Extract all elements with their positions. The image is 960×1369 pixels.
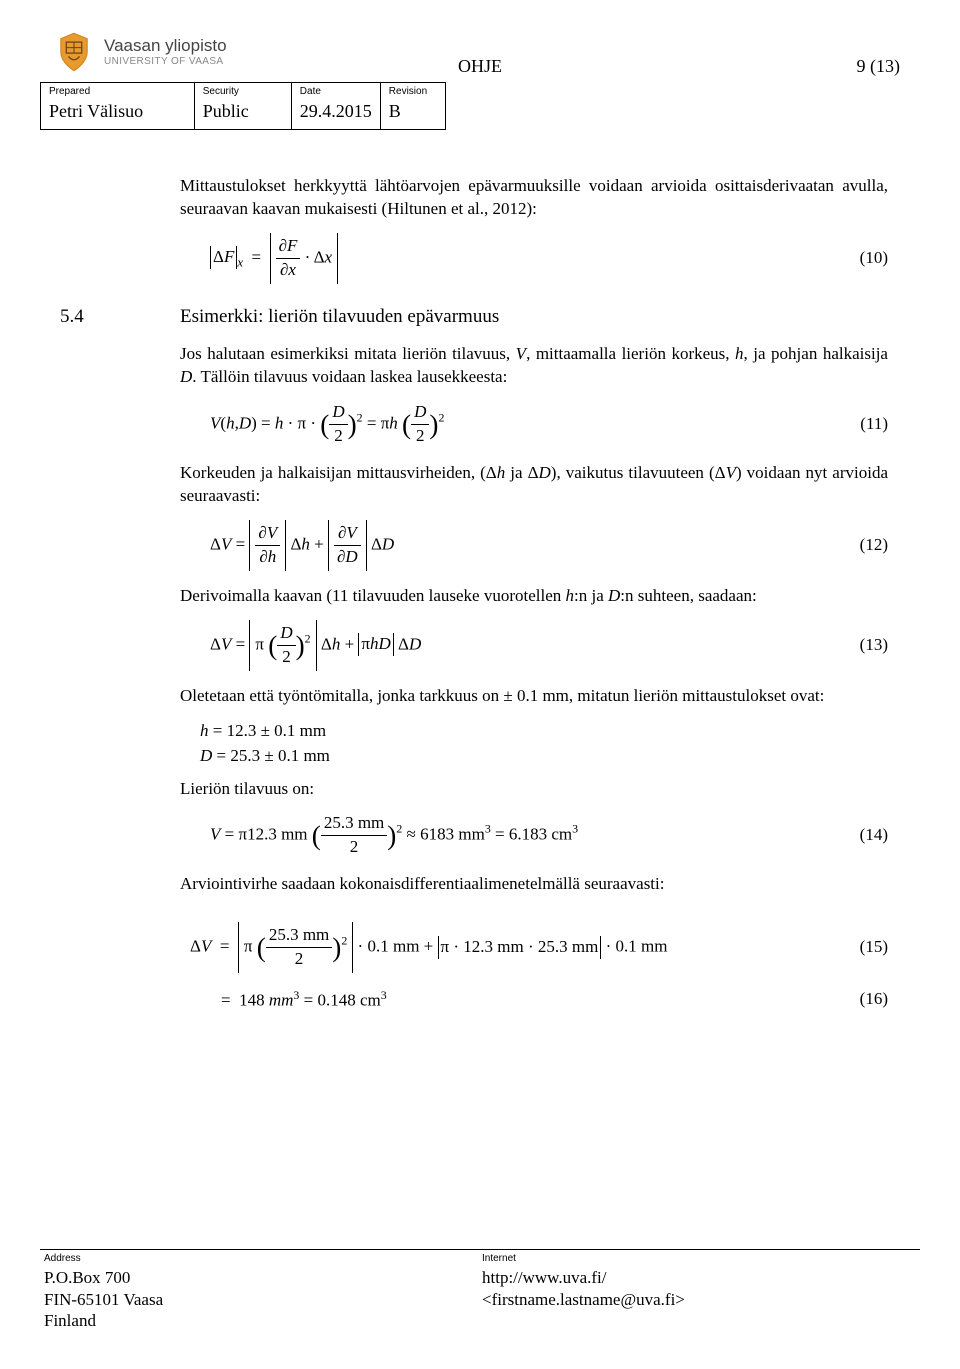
measurement-h: h = 12.3 ± 0.1 mm (200, 720, 888, 743)
equation-15-16-block: ΔV = π (25.3 mm2)2 · 0.1 mm + π · 12.3 m… (180, 922, 888, 1012)
equation-14: V = π12.3 mm (25.3 mm2)2 ≈ 6183 mm3 = 6.… (180, 812, 888, 859)
measurement-list: h = 12.3 ± 0.1 mm D = 25.3 ± 0.1 mm (200, 720, 888, 768)
page: Vaasan yliopisto UNIVERSITY OF VAASA OHJ… (0, 0, 960, 1369)
equation-14-number: (14) (860, 824, 888, 847)
equation-11-number: (11) (860, 413, 888, 436)
page-footer: Address P.O.Box 700 FIN-65101 Vaasa Finl… (40, 1249, 920, 1331)
meta-revision-value: B (389, 99, 437, 123)
equation-12-number: (12) (860, 534, 888, 557)
meta-security-cell: Security Public (194, 83, 291, 130)
content-area: Mittaustulokset herkkyyttä lähtöarvojen … (180, 175, 888, 1027)
footer-address-label: Address (44, 1252, 482, 1266)
subsection-title: Esimerkki: lieriön tilavuuden epävarmuus (180, 304, 499, 330)
paragraph-a: Jos halutaan esimerkiksi mitata lieriön … (180, 343, 888, 389)
footer-address-line-3: Finland (44, 1310, 482, 1331)
footer-address-line-2: FIN-65101 Vaasa (44, 1289, 482, 1310)
subsection-heading: 5.4 Esimerkki: lieriön tilavuuden epävar… (180, 304, 888, 330)
footer-internet-line-2: <firstname.lastname@uva.fi> (482, 1289, 920, 1310)
meta-date-label: Date (300, 85, 372, 99)
meta-date-value: 29.4.2015 (300, 99, 372, 123)
equation-16: = 148 mm3 = 0.148 cm3 (16) (180, 987, 888, 1013)
equation-15-number: (15) (860, 936, 888, 959)
equation-10-number: (10) (860, 247, 888, 270)
meta-security-label: Security (203, 85, 283, 99)
equation-13: ΔV = π (D2)2 Δh + πhD ΔD (13) (180, 620, 888, 671)
equation-15: ΔV = π (25.3 mm2)2 · 0.1 mm + π · 12.3 m… (180, 922, 888, 973)
footer-internet-label: Internet (482, 1252, 920, 1266)
meta-prepared-label: Prepared (49, 85, 186, 99)
meta-prepared-value: Petri Välisuo (49, 99, 186, 123)
meta-date-cell: Date 29.4.2015 (291, 83, 380, 130)
meta-revision-cell: Revision B (380, 83, 445, 130)
paragraph-d: Oletetaan että työntömitalla, jonka tark… (180, 685, 888, 708)
doc-meta-table: Prepared Petri Välisuo Security Public D… (40, 82, 446, 130)
equation-16-number: (16) (860, 988, 888, 1011)
footer-internet-col: Internet http://www.uva.fi/ <firstname.l… (482, 1252, 920, 1331)
paragraph-b: Korkeuden ja halkaisijan mittausvirheide… (180, 462, 888, 508)
paragraph-f: Arviointivirhe saadaan kokonaisdifferent… (180, 873, 888, 896)
footer-internet-line-1: http://www.uva.fi/ (482, 1267, 920, 1288)
paragraph-e: Lieriön tilavuus on: (180, 778, 888, 801)
meta-revision-label: Revision (389, 85, 437, 99)
doc-title: OHJE (0, 54, 960, 78)
equation-10: ΔFx = ∂F∂x · Δx (10) (180, 233, 888, 284)
equation-12: ΔV = ∂V∂h Δh + ∂V∂D ΔD (12) (180, 520, 888, 571)
intro-paragraph: Mittaustulokset herkkyyttä lähtöarvojen … (180, 175, 888, 221)
equation-11: V(h,D) = h · π · (D2)2 = πh (D2)2 (11) (180, 401, 888, 448)
footer-address-line-1: P.O.Box 700 (44, 1267, 482, 1288)
meta-prepared-cell: Prepared Petri Välisuo (41, 83, 195, 130)
measurement-d: D = 25.3 ± 0.1 mm (200, 745, 888, 768)
footer-address-col: Address P.O.Box 700 FIN-65101 Vaasa Finl… (40, 1252, 482, 1331)
subsection-number: 5.4 (60, 304, 84, 330)
paragraph-c: Derivoimalla kaavan (11 tilavuuden lause… (180, 585, 888, 608)
page-number: 9 (13) (857, 54, 901, 78)
equation-13-number: (13) (860, 634, 888, 657)
meta-security-value: Public (203, 99, 283, 123)
